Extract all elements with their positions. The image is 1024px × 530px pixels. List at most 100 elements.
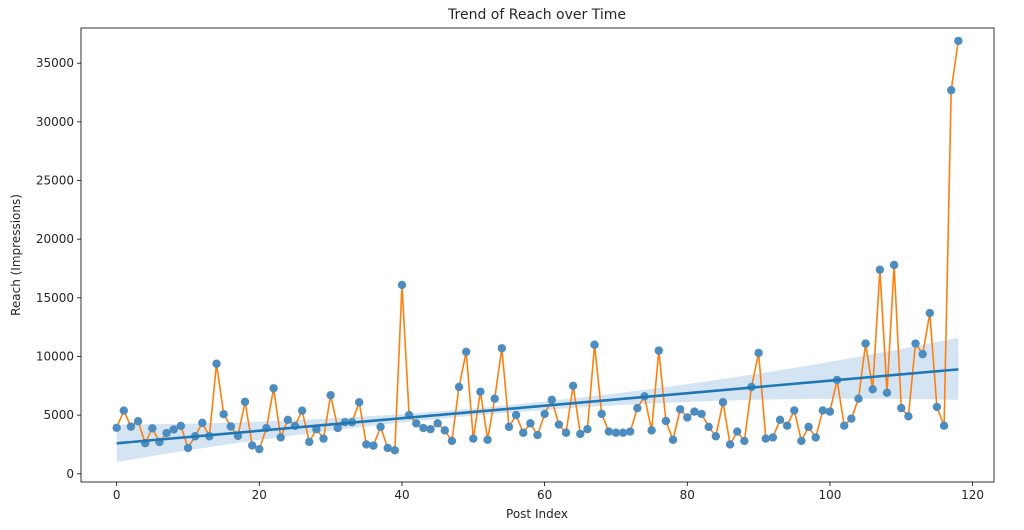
data-point <box>504 422 514 432</box>
data-point <box>590 340 599 349</box>
y-tick-label: 0 <box>66 467 74 481</box>
chart-title: Trend of Reach over Time <box>447 7 626 23</box>
data-point <box>683 413 692 422</box>
data-point <box>911 339 920 348</box>
data-point <box>376 422 385 432</box>
data-point <box>390 446 400 455</box>
data-point <box>297 406 307 415</box>
data-point <box>198 418 207 428</box>
data-point <box>519 428 528 437</box>
data-point <box>276 433 285 442</box>
data-point <box>818 406 828 415</box>
data-point <box>797 436 806 446</box>
data-point <box>939 421 949 430</box>
data-point <box>440 426 449 435</box>
regression-line <box>116 368 959 445</box>
data-point <box>362 440 371 449</box>
data-point <box>840 421 849 430</box>
data-point <box>782 421 792 430</box>
data-point <box>654 346 663 355</box>
data-point <box>433 419 442 428</box>
data-point <box>754 348 763 358</box>
data-point <box>661 416 671 426</box>
data-point <box>526 419 535 428</box>
data-point <box>547 395 556 405</box>
data-point <box>247 441 257 450</box>
data-point <box>690 407 699 416</box>
data-point <box>319 434 328 443</box>
data-point <box>183 443 193 453</box>
data-point <box>561 428 571 437</box>
data-point <box>133 417 143 426</box>
data-point <box>497 344 507 353</box>
data-point <box>790 406 799 415</box>
data-point <box>283 415 293 425</box>
y-axis-ticks: 0 5000 10000 15000 20000 25000 30000 35000 <box>36 56 81 481</box>
data-point <box>954 36 963 46</box>
data-point <box>825 407 835 416</box>
data-point <box>882 388 892 398</box>
y-tick-label: 5000 <box>43 408 74 422</box>
data-point <box>897 403 906 413</box>
confidence-band <box>116 337 959 463</box>
x-tick-label: 0 <box>113 488 121 502</box>
data-point <box>932 402 942 412</box>
data-point <box>212 359 221 368</box>
data-point <box>119 406 128 415</box>
data-point <box>369 441 378 450</box>
data-point <box>419 423 428 433</box>
data-point <box>647 426 656 435</box>
x-tick-label: 40 <box>394 488 409 502</box>
data-point <box>611 428 621 437</box>
data-point <box>112 423 121 433</box>
data-point <box>568 381 578 391</box>
data-point <box>533 430 542 440</box>
data-point <box>426 425 435 434</box>
data-point <box>861 339 870 348</box>
data-point <box>804 422 813 432</box>
data-point <box>126 422 136 431</box>
data-point <box>904 412 913 421</box>
x-axis-label: Post Index <box>506 507 568 521</box>
data-point <box>718 398 728 407</box>
data-point <box>576 429 585 439</box>
confidence-band-layer <box>116 337 959 463</box>
y-tick-label: 25000 <box>36 174 74 188</box>
data-point <box>768 433 778 442</box>
data-point <box>947 85 956 95</box>
data-point <box>447 436 457 446</box>
data-point <box>162 428 171 438</box>
data-point <box>618 428 628 437</box>
data-point <box>811 433 820 442</box>
data-point <box>761 434 770 443</box>
data-point <box>383 443 392 453</box>
data-point <box>733 427 742 436</box>
data-point <box>511 410 521 420</box>
data-point <box>868 385 877 394</box>
data-point <box>554 420 564 429</box>
data-point <box>711 432 721 441</box>
data-point <box>454 382 464 392</box>
data-point <box>255 444 264 454</box>
regression-line-layer <box>116 368 959 445</box>
data-point <box>490 394 499 403</box>
data-point <box>305 437 314 447</box>
data-point <box>725 440 735 449</box>
data-point <box>326 390 335 400</box>
data-point <box>925 308 935 318</box>
data-point <box>483 435 492 444</box>
y-tick-label: 30000 <box>36 115 74 129</box>
data-point <box>847 414 856 423</box>
plot-frame <box>80 27 995 483</box>
x-tick-label: 20 <box>252 488 267 502</box>
y-tick-label: 15000 <box>36 291 74 305</box>
data-point <box>604 427 614 436</box>
data-point <box>461 347 471 356</box>
data-point <box>354 398 364 407</box>
data-point <box>469 434 478 443</box>
data-point <box>176 421 186 431</box>
data-point <box>597 409 606 419</box>
data-point <box>668 435 678 444</box>
data-point <box>775 415 785 425</box>
